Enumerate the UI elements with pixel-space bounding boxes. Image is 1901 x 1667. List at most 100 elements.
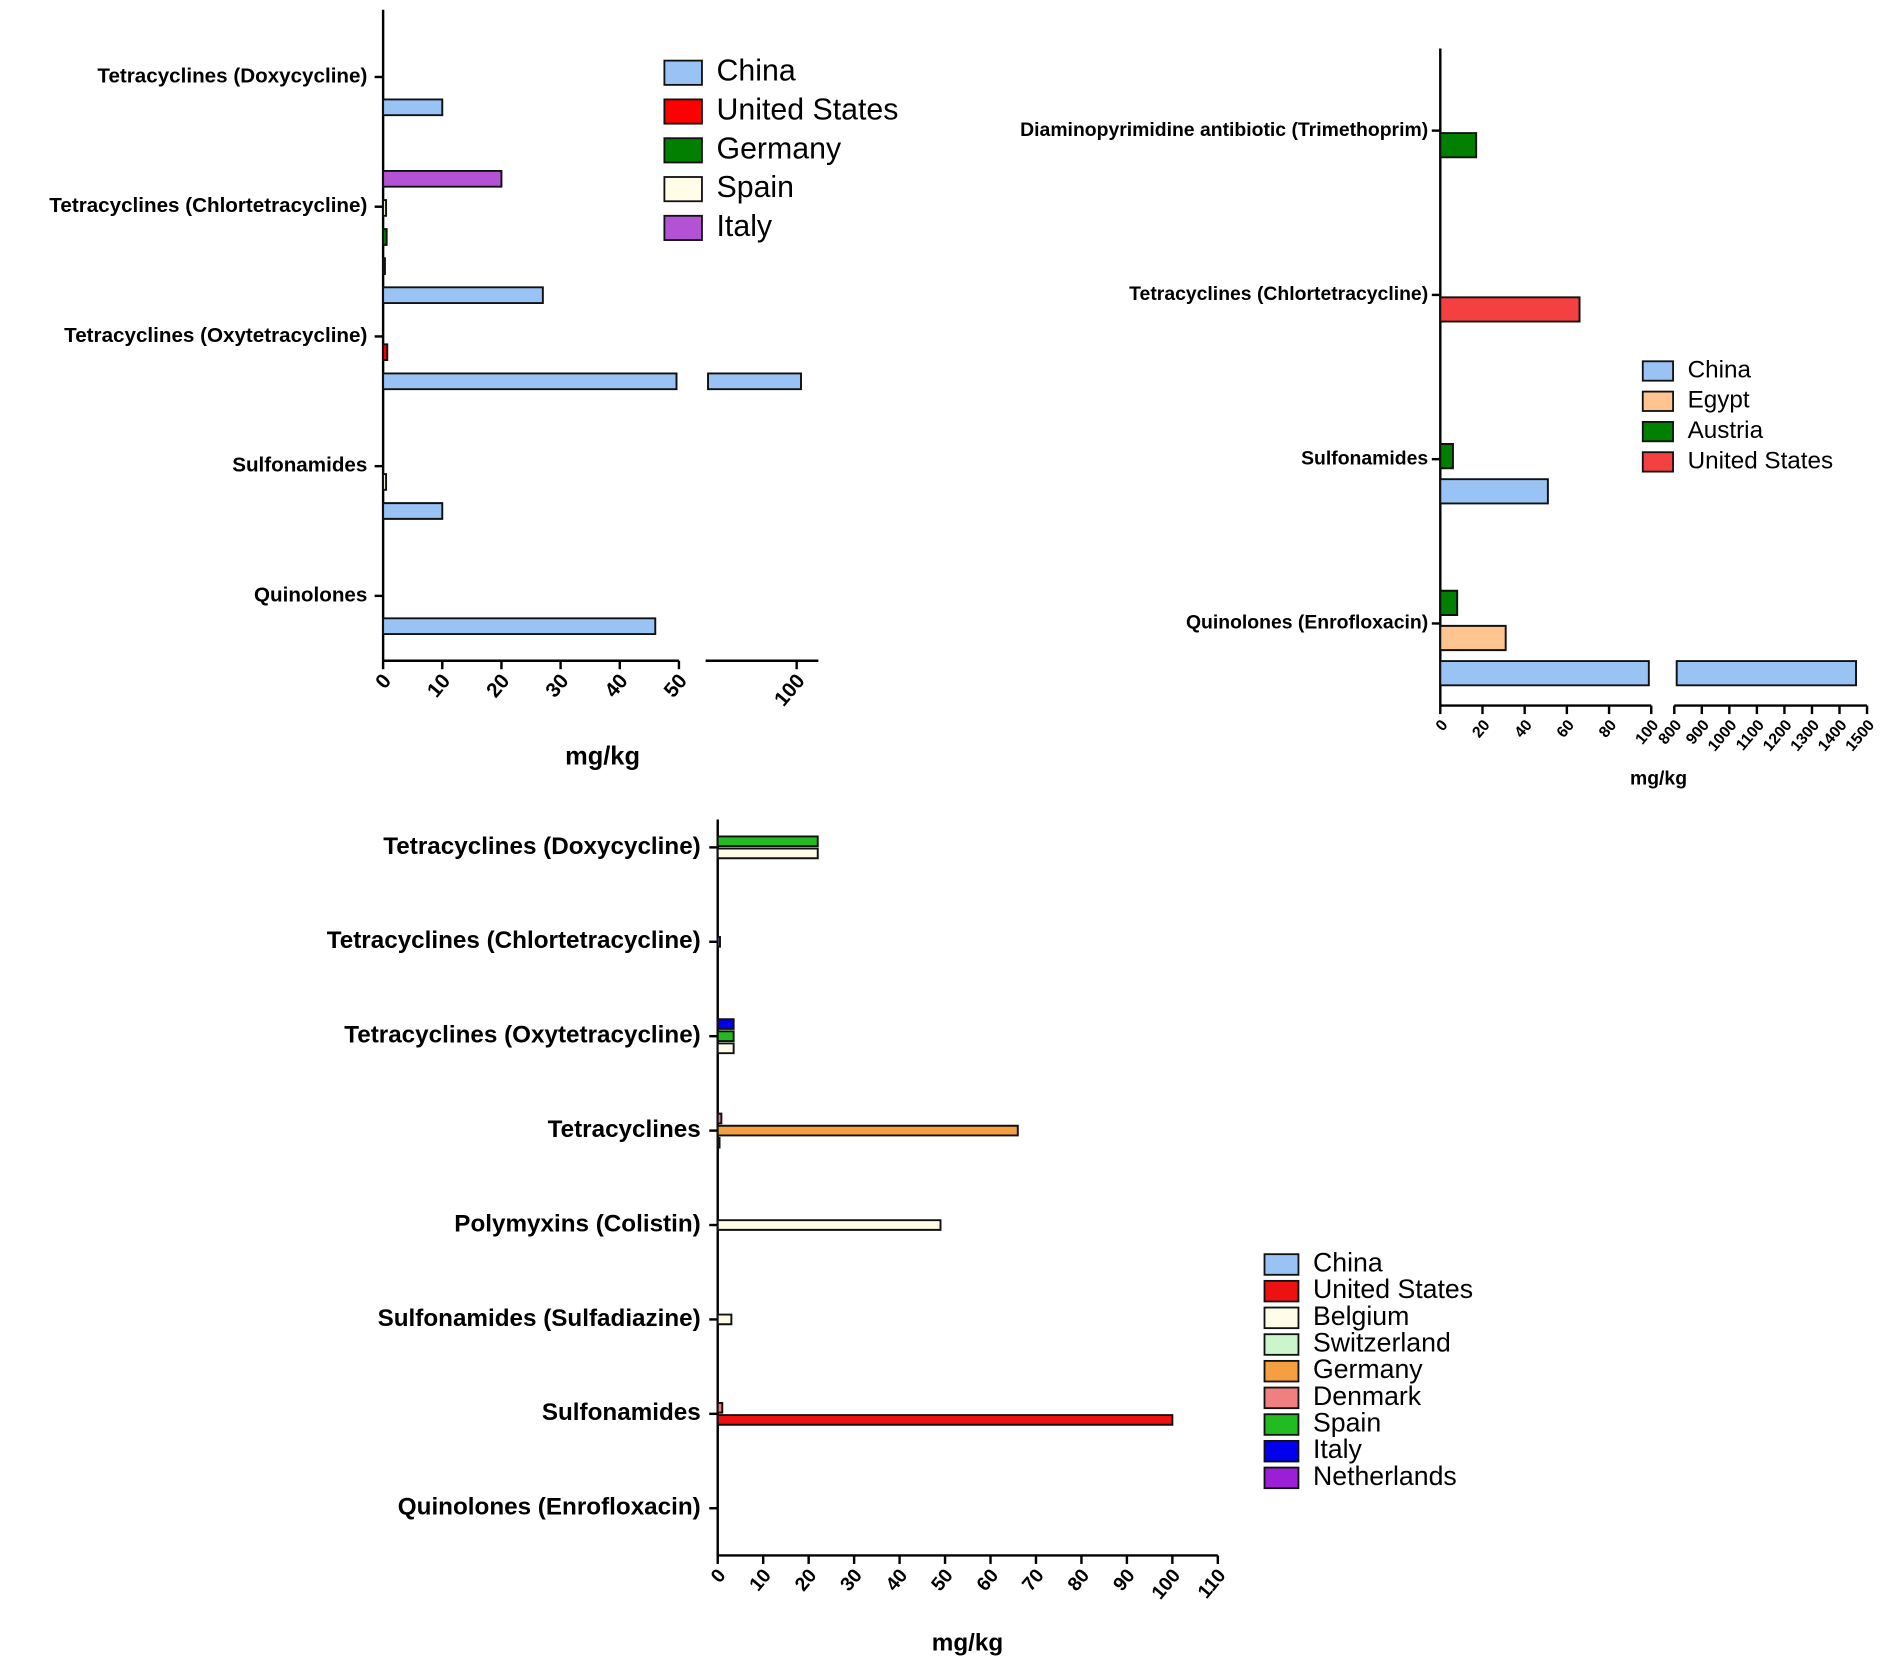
x-axis-label: mg/kg (1630, 768, 1687, 790)
legend-swatch (1263, 1253, 1300, 1276)
x-tick-label: 100 (1147, 1565, 1185, 1604)
legend-label: United States (717, 94, 899, 127)
bar (382, 257, 386, 275)
bar (716, 1124, 1019, 1137)
legend-swatch (1641, 420, 1674, 443)
legend-label: Italy (1313, 1434, 1363, 1464)
bar (1439, 296, 1581, 323)
legend-swatch (1263, 1359, 1300, 1383)
legend-label: Spain (717, 171, 795, 204)
bar (382, 473, 388, 491)
category-label: Tetracyclines (Chlortetracycline) (327, 927, 701, 954)
bar (382, 343, 389, 362)
bar (716, 1313, 733, 1326)
legend-label: Belgium (1313, 1301, 1409, 1331)
x-tick-label: 1200 (1760, 717, 1796, 755)
x-tick-label: 80 (1063, 1565, 1094, 1596)
category-label: Quinolones (254, 583, 367, 606)
category-label: Sulfonamides (542, 1399, 701, 1426)
legend-swatch (1263, 1386, 1300, 1410)
bar (1439, 624, 1507, 652)
legend-label: Switzerland (1313, 1328, 1451, 1358)
bar (716, 1112, 723, 1125)
bar (1439, 132, 1478, 159)
bar (382, 617, 657, 636)
x-tick-label: 80 (1596, 717, 1620, 742)
legend-swatch (1641, 360, 1674, 382)
category-label: Quinolones (Enrofloxacin) (398, 1494, 701, 1521)
x-tick-label: 60 (972, 1565, 1003, 1596)
bar (382, 169, 503, 188)
x-tick-label: 40 (881, 1565, 912, 1596)
x-tick-label: 10 (423, 670, 455, 702)
legend-swatch (1263, 1306, 1300, 1330)
bar (716, 1414, 1174, 1426)
category-label: Tetracyclines (Doxycycline) (383, 833, 700, 860)
category-label: Sulfonamides (Sulfadiazine) (378, 1305, 701, 1332)
bar (382, 98, 444, 117)
legend-swatch (663, 98, 703, 125)
category-label: Quinolones (Enrofloxacin) (1186, 612, 1428, 634)
legend-label: United States (1688, 447, 1834, 474)
x-tick-label: 20 (482, 670, 514, 702)
category-label: Tetracyclines (548, 1116, 701, 1143)
x-tick-label: 40 (1511, 717, 1535, 742)
x-tick-label: 0 (371, 670, 396, 694)
bar (716, 1219, 942, 1231)
bar (716, 1136, 721, 1149)
legend-label: China (1688, 356, 1752, 383)
category-label: Tetracyclines (Oxytetracycline) (64, 324, 367, 347)
legend-label: Germany (1313, 1354, 1423, 1384)
category-label: Tetracyclines (Doxycycline) (97, 64, 367, 87)
legend-swatch (1263, 1279, 1300, 1303)
x-tick-label: 70 (1018, 1565, 1049, 1596)
legend-label: Spain (1313, 1408, 1381, 1438)
bar (716, 847, 819, 860)
x-tick-label: 30 (836, 1565, 867, 1596)
x-tick-label: 60 (1554, 717, 1578, 742)
bar (716, 1018, 735, 1030)
bar (716, 835, 819, 848)
x-tick-label: 30 (541, 670, 573, 702)
x-tick-label: 20 (791, 1565, 822, 1596)
x-tick-label: 1500 (1843, 717, 1879, 755)
category-label: Polymyxins (Colistin) (454, 1210, 700, 1237)
x-tick-label: 0 (1433, 717, 1452, 735)
bar (716, 935, 721, 948)
bar (716, 1401, 724, 1414)
x-tick-label: 1100 (1733, 717, 1768, 754)
legend-label: Italy (717, 210, 773, 243)
legend-label: Egypt (1688, 387, 1750, 414)
category-label: Tetracyclines (Chlortetracycline) (1129, 283, 1428, 305)
category-label: Sulfonamides (1301, 447, 1428, 469)
bar (382, 286, 544, 305)
legend-label: China (1313, 1248, 1383, 1278)
x-tick-label: 1400 (1815, 717, 1851, 755)
bar (382, 372, 802, 391)
legend-swatch (1263, 1333, 1300, 1356)
x-tick-label: 1300 (1788, 717, 1824, 755)
legend-swatch (663, 59, 703, 86)
category-label: Diaminopyrimidine antibiotic (Trimethopr… (1020, 119, 1428, 141)
x-tick-label: 50 (659, 670, 691, 702)
legend-swatch (663, 176, 703, 203)
bar (382, 502, 444, 520)
x-tick-label: 110 (1193, 1565, 1230, 1603)
category-label: Tetracyclines (Oxytetracycline) (344, 1022, 701, 1049)
bar (716, 1042, 735, 1055)
category-label: Sulfonamides (232, 454, 367, 477)
bar (1439, 589, 1459, 616)
x-axis-label: mg/kg (565, 742, 640, 770)
x-tick-label: 10 (745, 1565, 776, 1596)
legend-swatch (1263, 1413, 1300, 1436)
category-label: Tetracyclines (Chlortetracycline) (49, 194, 367, 217)
legend-label: Netherlands (1313, 1461, 1457, 1491)
bar (1439, 443, 1454, 470)
x-tick-label: 50 (927, 1565, 958, 1596)
bar (382, 199, 388, 217)
x-tick-label: 20 (1469, 717, 1493, 742)
bar (716, 1030, 735, 1043)
bar (382, 228, 388, 246)
x-tick-label: 100 (770, 670, 810, 711)
